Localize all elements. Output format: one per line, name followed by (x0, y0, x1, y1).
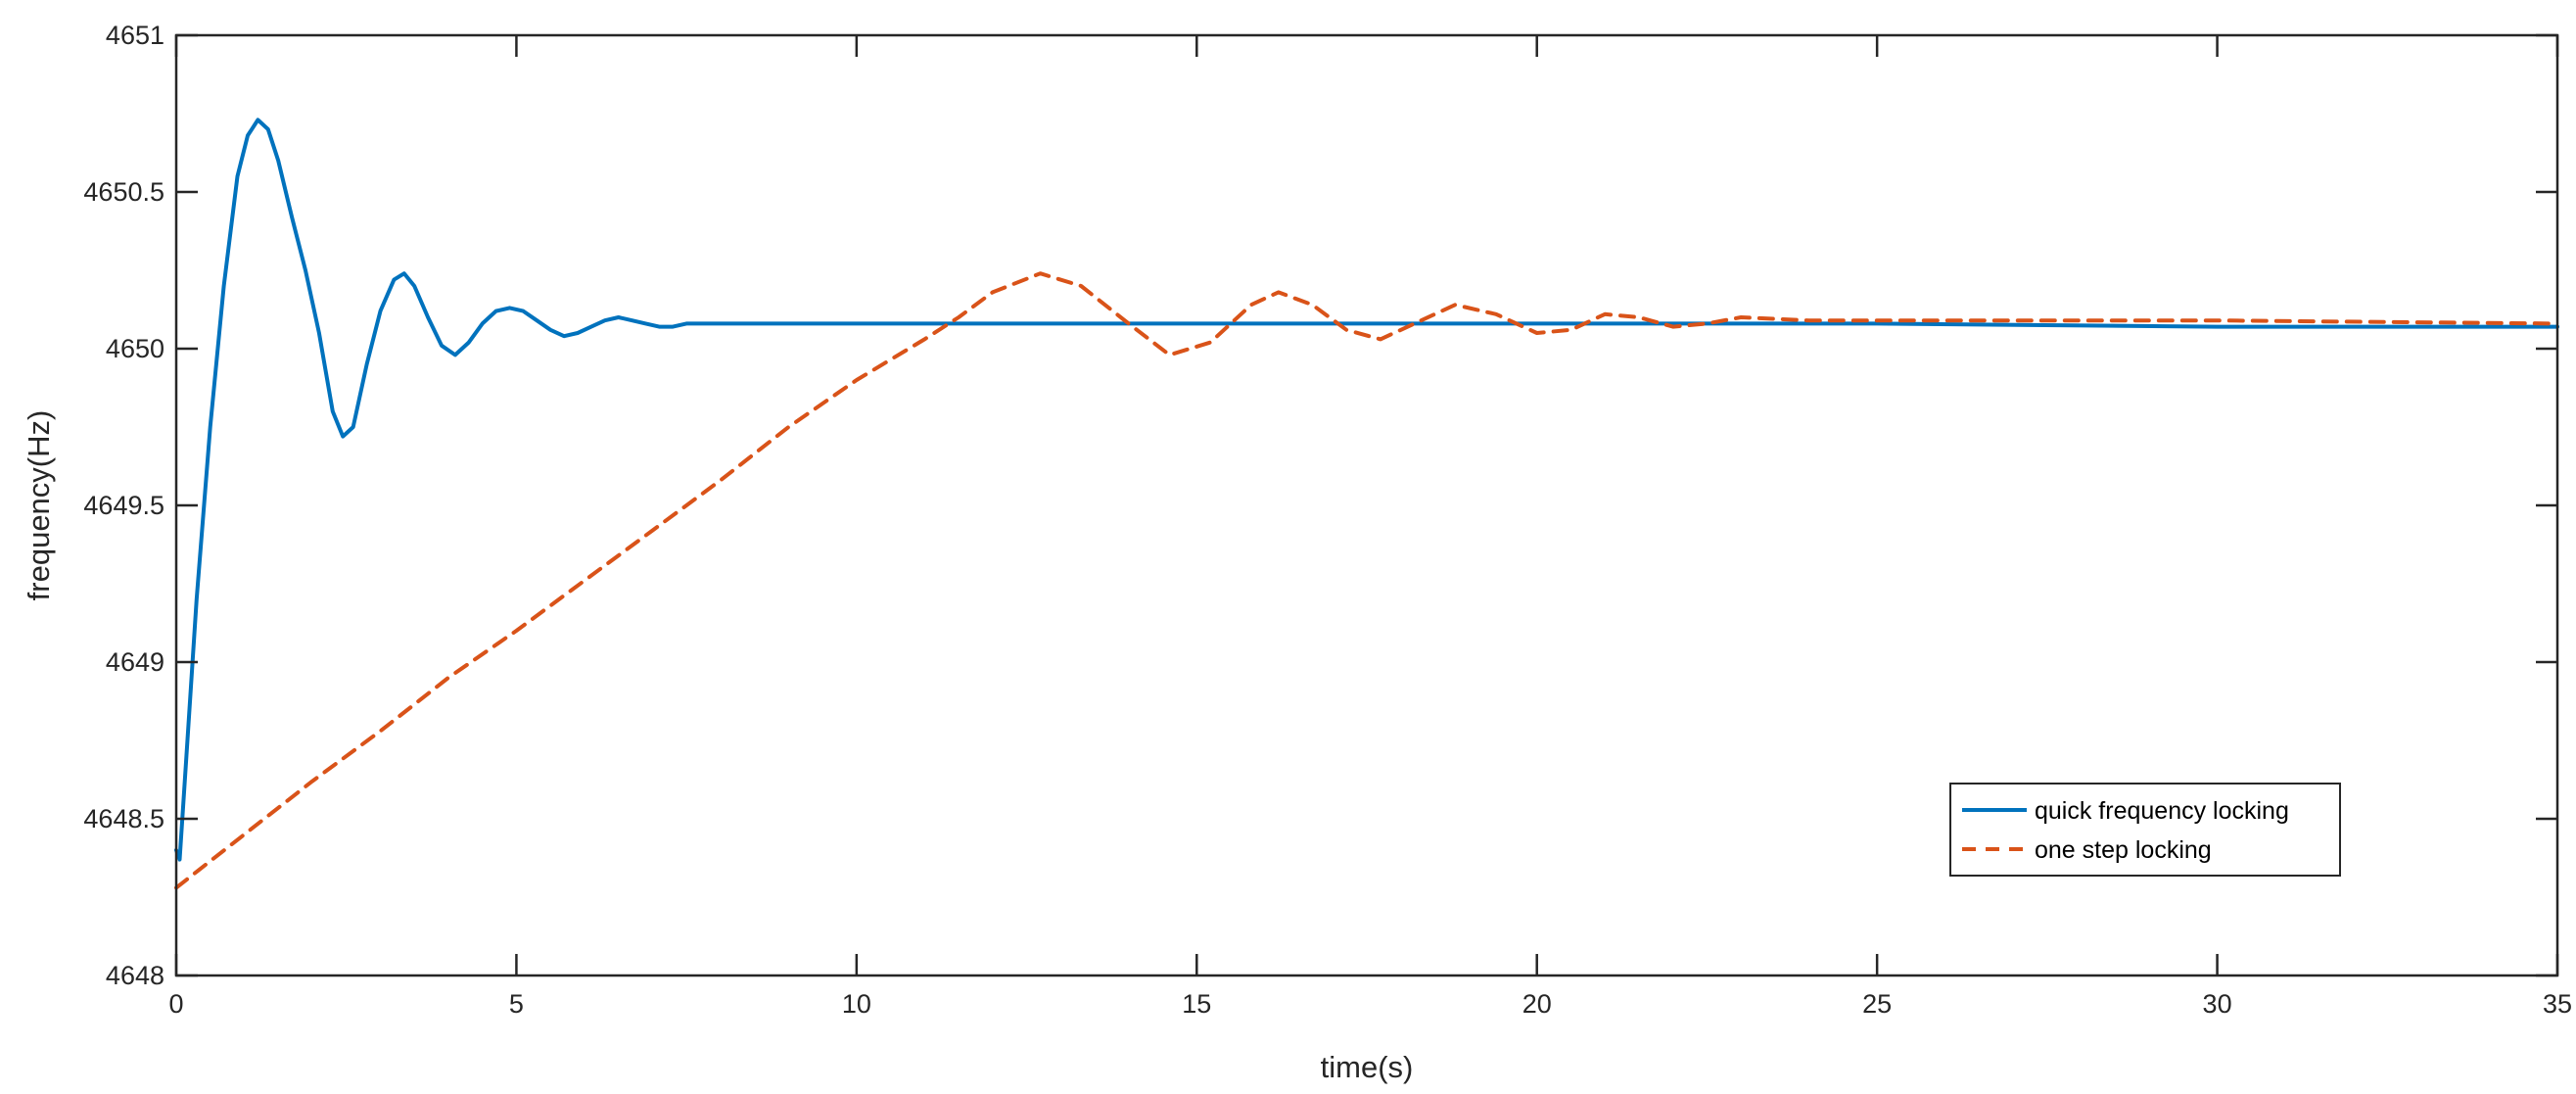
series-line-quick-frequency-locking (174, 118, 2559, 862)
legend-label-quick-frequency-locking: quick frequency locking (2035, 797, 2289, 825)
y-tick-label-4649.5: 4649.5 (83, 491, 164, 520)
x-tick-label-20: 20 (1522, 989, 1552, 1019)
x-tick-label-15: 15 (1182, 989, 1211, 1019)
y-axis-label: frequency(Hz) (22, 410, 56, 601)
legend-box (1949, 783, 2341, 877)
y-tick-label-4648.5: 4648.5 (83, 804, 164, 833)
x-axis-label: time(s) (1321, 1050, 1414, 1084)
y-tick-label-4650: 4650 (106, 334, 164, 363)
series-line-one-step-locking (174, 271, 2559, 890)
y-tick-label-4650.5: 4650.5 (83, 177, 164, 207)
x-tick-label-35: 35 (2543, 989, 2572, 1019)
legend-label-one-step-locking: one step locking (2035, 836, 2212, 864)
x-tick-label-30: 30 (2203, 989, 2232, 1019)
x-tick-label-5: 5 (509, 989, 524, 1019)
y-tick-label-4651: 4651 (106, 21, 164, 50)
x-tick-label-0: 0 (168, 989, 183, 1019)
x-tick-label-10: 10 (842, 989, 871, 1019)
y-tick-label-4649: 4649 (106, 647, 164, 677)
y-tick-label-4648: 4648 (106, 961, 164, 990)
legend: quick frequency locking one step locking (1949, 783, 2341, 877)
plot-frame (174, 33, 2559, 977)
series-layer (174, 118, 2559, 890)
labels-layer: 0 5 10 15 20 25 30 35 4648 4648.5 4649 4649.5 4650 46… (83, 21, 2572, 1019)
x-tick-label-25: 25 (1862, 989, 1892, 1019)
